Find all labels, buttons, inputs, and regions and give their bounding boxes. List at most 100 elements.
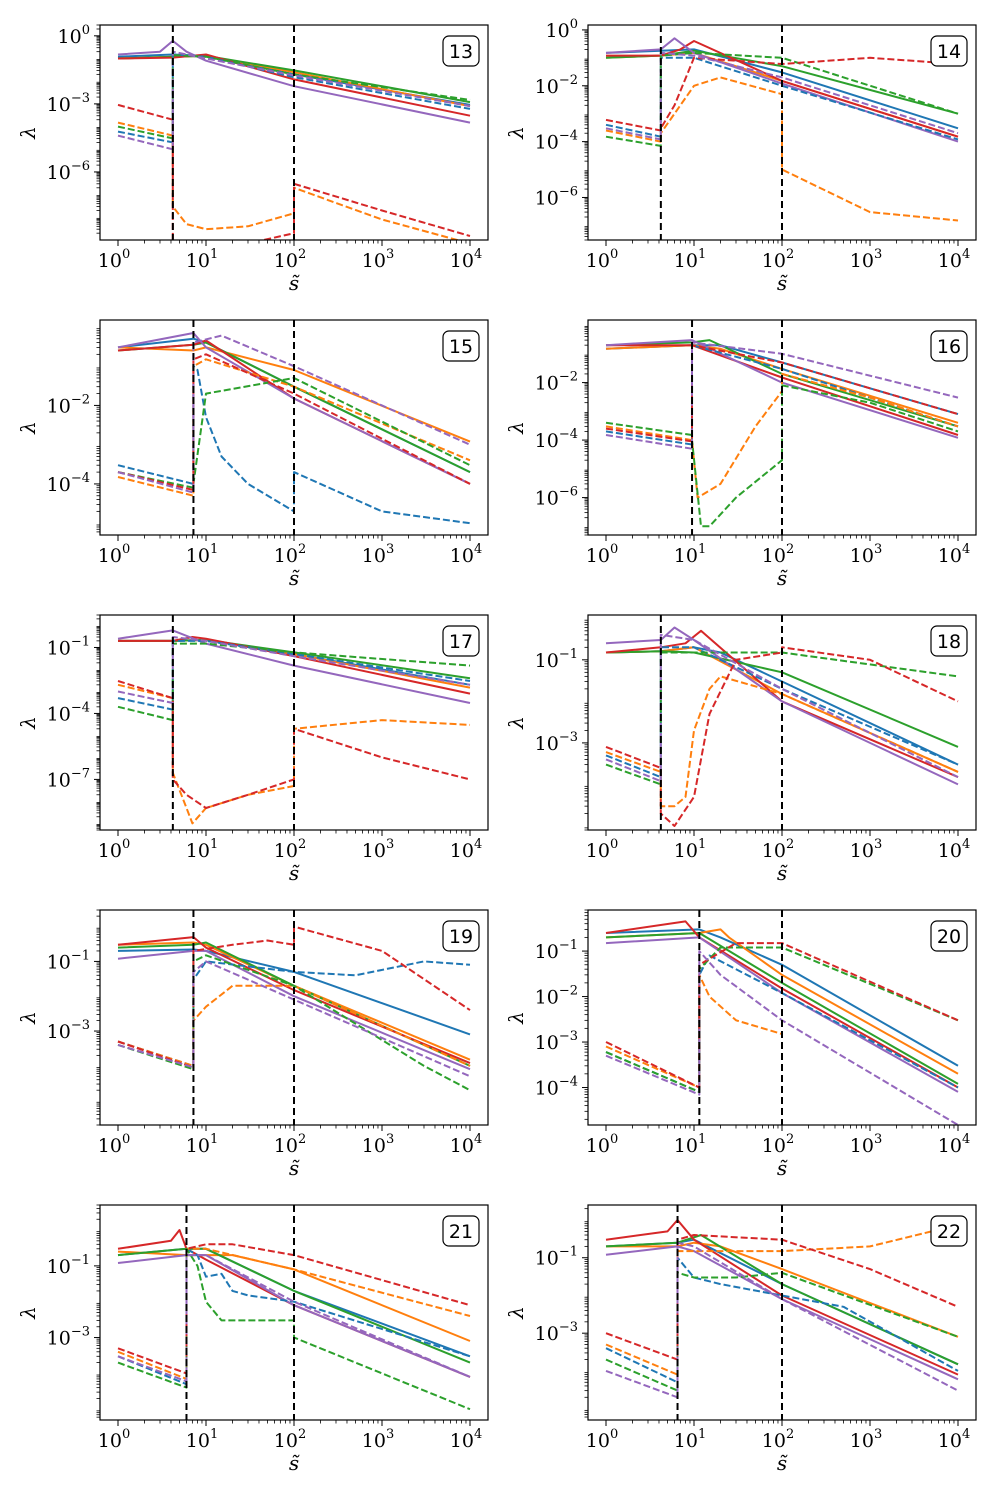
y-tick-label: 10−2 bbox=[535, 73, 578, 98]
x-axis-label: s̃ bbox=[777, 1156, 788, 1180]
panel-badge bbox=[442, 35, 480, 67]
series-line-10-dashed bbox=[117, 1254, 471, 1383]
series-line-2-solid bbox=[117, 941, 471, 1061]
series-line-10-dashed bbox=[117, 636, 471, 704]
series-group bbox=[117, 629, 471, 825]
panel-badge-label: 17 bbox=[449, 631, 473, 653]
panel-badge-label: 21 bbox=[449, 1221, 473, 1243]
series-group bbox=[117, 925, 471, 1092]
series-line-8-dashed bbox=[605, 51, 959, 147]
series-line-10-dashed bbox=[605, 51, 959, 141]
y-tick-label: 10−3 bbox=[535, 1029, 578, 1054]
y-axis-label: λ bbox=[16, 1011, 40, 1025]
y-tick-label: 10−4 bbox=[535, 129, 578, 154]
series-line-6-dashed bbox=[605, 56, 959, 141]
series-line-2-solid bbox=[117, 346, 471, 443]
panel-21: 100 101 102 103 104 10−1 10−3 21 s̃ λ bbox=[16, 1204, 489, 1475]
panel-badge bbox=[442, 1215, 480, 1247]
x-tick-label: 100 bbox=[98, 1427, 130, 1452]
panel-badge-label: 22 bbox=[937, 1221, 961, 1243]
series-group bbox=[605, 37, 959, 222]
y-tick-label: 10−1 bbox=[47, 634, 90, 659]
series-line-5-solid bbox=[605, 37, 959, 143]
series-line-8-dashed bbox=[605, 651, 959, 786]
panel-badge bbox=[930, 920, 968, 952]
x-axis-label: s̃ bbox=[289, 271, 300, 295]
y-tick-label: 10−1 bbox=[47, 1253, 90, 1278]
series-line-2-solid bbox=[606, 1241, 959, 1338]
plot-frame bbox=[587, 319, 977, 536]
series-line-10-dashed bbox=[605, 633, 959, 783]
y-tick-label: 10−1 bbox=[535, 938, 578, 963]
x-axis-label: s̃ bbox=[777, 566, 788, 590]
y-tick-label: 10−4 bbox=[47, 471, 90, 496]
y-tick-label: 10−7 bbox=[47, 766, 90, 791]
series-line-10-dashed bbox=[117, 334, 471, 494]
series-line-10-dashed bbox=[605, 950, 959, 1125]
y-tick-label: 10−1 bbox=[535, 1245, 578, 1270]
x-axis-label: s̃ bbox=[289, 1451, 300, 1475]
series-line-3-solid bbox=[605, 339, 959, 428]
y-tick-label: 10−6 bbox=[535, 184, 578, 209]
x-tick-label: 104 bbox=[450, 1427, 482, 1452]
x-tick-label: 104 bbox=[938, 247, 970, 272]
x-tick-label: 102 bbox=[762, 837, 794, 862]
panel-16: 100 101 102 103 104 10−2 10−4 10−6 16 s̃ λ bbox=[504, 319, 977, 590]
y-axis-label: λ bbox=[16, 716, 40, 730]
series-line-2-solid bbox=[605, 344, 959, 424]
x-tick-label: 104 bbox=[450, 1132, 482, 1157]
panel-badge-label: 13 bbox=[449, 41, 473, 63]
minor-ticks bbox=[96, 1204, 467, 1424]
x-tick-label: 104 bbox=[450, 837, 482, 862]
plot-frame bbox=[587, 909, 977, 1126]
series-line-4-solid bbox=[605, 1219, 959, 1376]
panel-badge-label: 19 bbox=[449, 926, 473, 948]
y-tick-label: 10−3 bbox=[47, 91, 90, 116]
panel-badge-label: 18 bbox=[937, 631, 961, 653]
x-tick-label: 104 bbox=[938, 837, 970, 862]
x-tick-label: 102 bbox=[274, 837, 306, 862]
panel-15: 100 101 102 103 104 10−2 10−4 15 s̃ λ bbox=[16, 319, 489, 590]
x-tick-label: 103 bbox=[362, 247, 394, 272]
panel-22: 100 101 102 103 104 10−1 10−3 22 s̃ λ bbox=[504, 1204, 977, 1475]
x-axis-label: s̃ bbox=[289, 861, 300, 885]
minor-ticks bbox=[96, 614, 467, 834]
series-line-5-solid bbox=[605, 936, 959, 1093]
y-axis-label: λ bbox=[16, 421, 40, 435]
x-tick-label: 103 bbox=[850, 1427, 882, 1452]
panel-17: 100 101 102 103 104 10−1 10−4 10−7 17 s̃ λ bbox=[16, 614, 489, 885]
y-tick-label: 10−3 bbox=[535, 1320, 578, 1345]
y-tick-label: 10−2 bbox=[535, 984, 578, 1009]
x-tick-label: 102 bbox=[762, 542, 794, 567]
x-tick-label: 103 bbox=[362, 542, 394, 567]
x-tick-label: 101 bbox=[674, 247, 706, 272]
x-tick-label: 102 bbox=[274, 542, 306, 567]
x-tick-label: 100 bbox=[586, 1427, 618, 1452]
y-tick-label: 10−6 bbox=[47, 159, 90, 184]
y-tick-label: 100 bbox=[546, 17, 578, 42]
x-tick-label: 103 bbox=[850, 542, 882, 567]
series-line-8-dashed bbox=[117, 642, 471, 722]
series-line-4-solid bbox=[606, 40, 959, 138]
panel-badge bbox=[930, 330, 968, 362]
y-axis-label: λ bbox=[16, 126, 40, 140]
plot-frame bbox=[587, 1204, 977, 1421]
y-axis-label: λ bbox=[504, 421, 528, 435]
series-line-8-dashed bbox=[605, 384, 959, 528]
panel-13: 100 101 102 103 104 100 10−3 10−6 13 s̃ λ bbox=[16, 23, 489, 295]
series-line-1-solid bbox=[605, 1238, 959, 1366]
x-tick-label: 102 bbox=[274, 1427, 306, 1452]
y-tick-label: 10−2 bbox=[47, 392, 90, 417]
x-tick-label: 101 bbox=[674, 837, 706, 862]
plot-frame bbox=[587, 24, 977, 241]
series-line-8-dashed bbox=[605, 946, 959, 1093]
plot-frame bbox=[99, 909, 489, 1126]
plot-frame bbox=[99, 614, 489, 831]
y-axis-label: λ bbox=[504, 126, 528, 140]
series-line-7-dashed bbox=[605, 1230, 958, 1376]
x-tick-label: 100 bbox=[586, 247, 618, 272]
series-line-7-dashed bbox=[605, 675, 959, 808]
series-line-9-dashed bbox=[117, 680, 471, 809]
series-line-10-dashed bbox=[605, 1241, 959, 1399]
